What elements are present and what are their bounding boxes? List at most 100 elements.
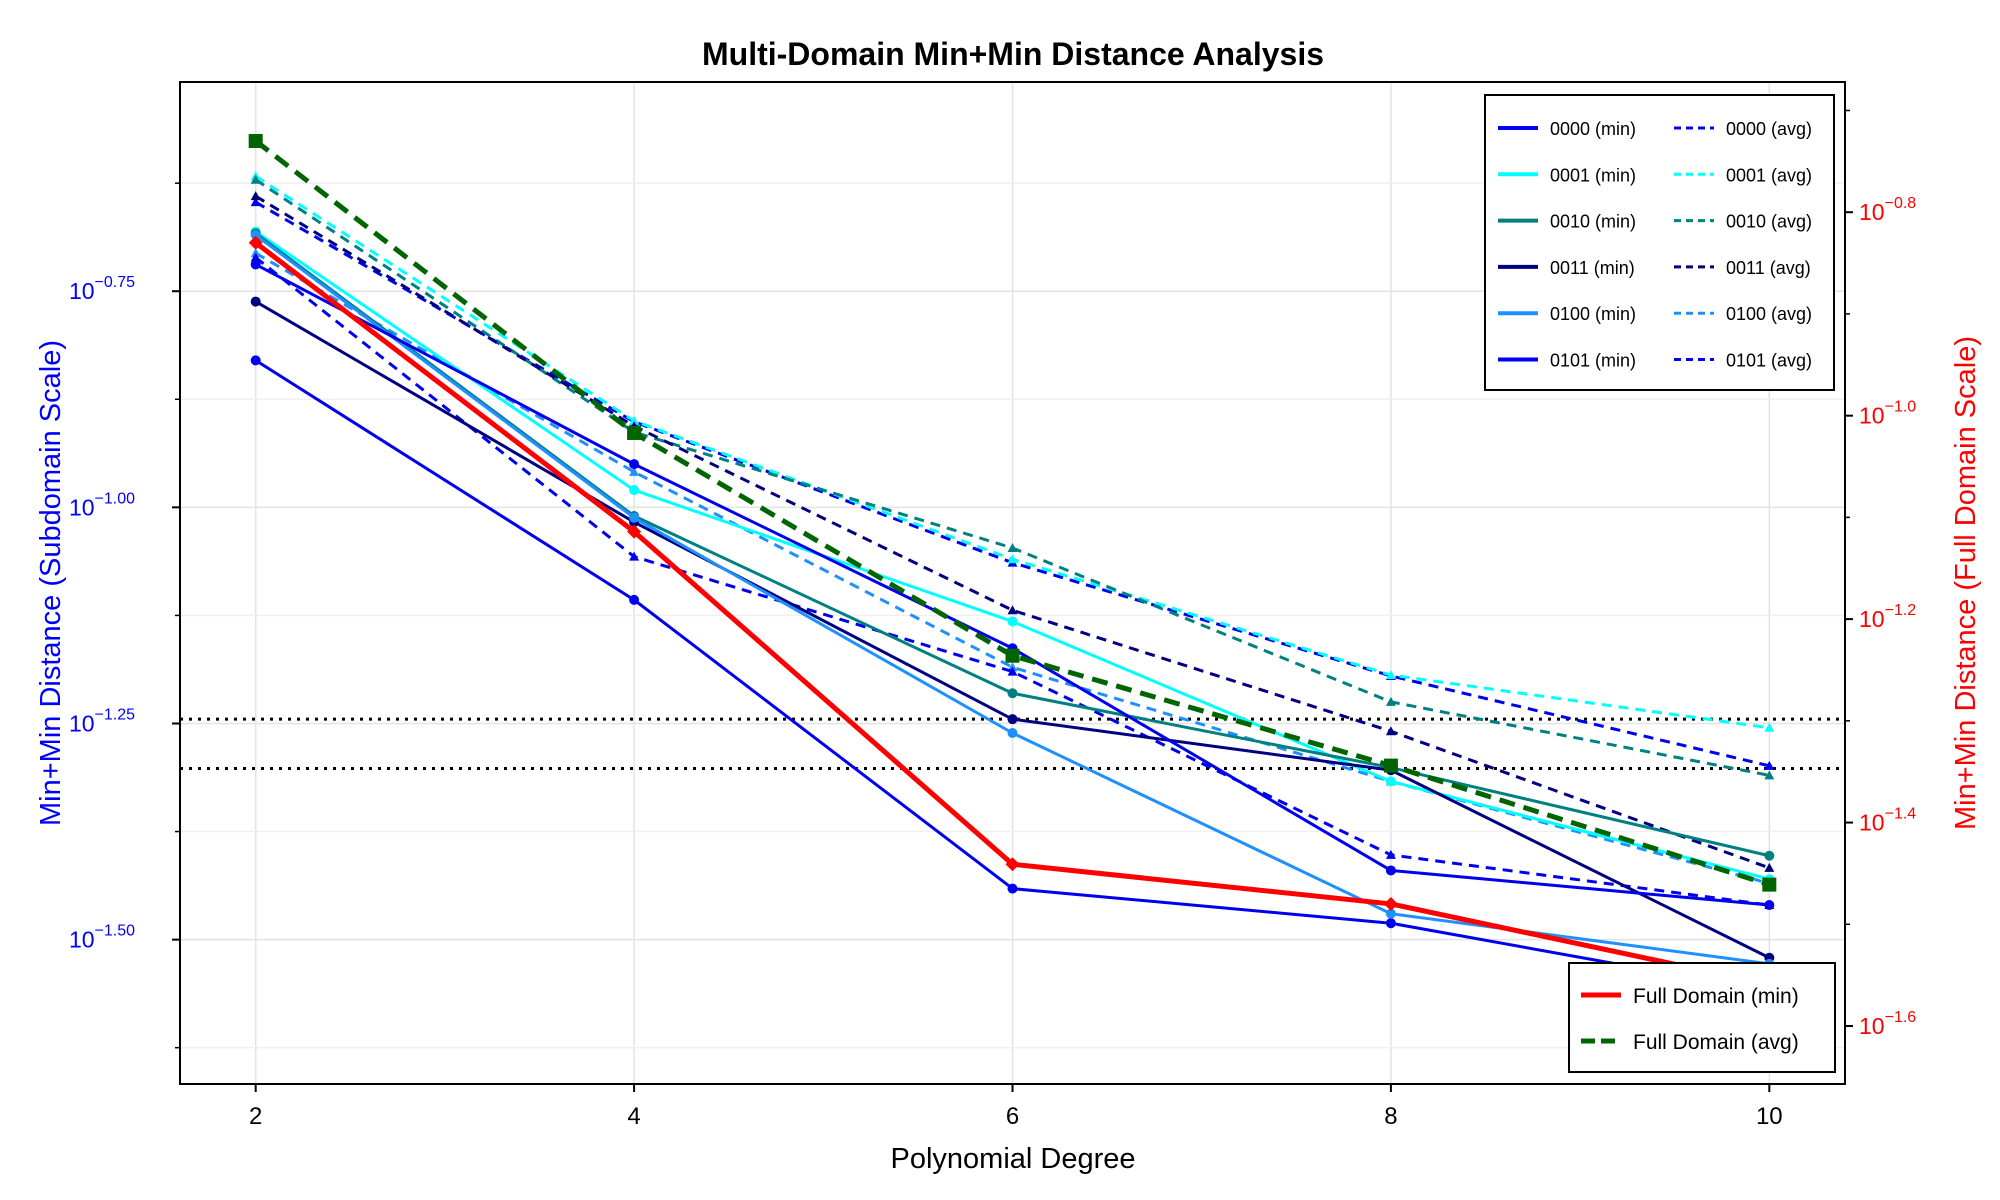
legend-label: 0011 (min) — [1550, 258, 1635, 278]
data-point — [1007, 554, 1018, 564]
legend-item: 0010 (avg) — [1674, 212, 1812, 232]
series-0010-avg — [250, 174, 1775, 780]
left-tick-label: 10−1.25 — [69, 706, 135, 736]
data-point — [1764, 760, 1775, 770]
data-point — [1007, 727, 1018, 738]
data-point — [1385, 670, 1396, 680]
legend-item: Full Domain (avg) — [1581, 1031, 1799, 1054]
data-point — [629, 594, 640, 605]
legend-item: Full Domain (min) — [1581, 985, 1799, 1008]
data-point — [1007, 883, 1018, 894]
legend-box — [1568, 962, 1836, 1073]
x-tick-label: 2 — [249, 1103, 262, 1130]
left-axis-label: Min+Min Distance (Subdomain Scale) — [35, 340, 67, 826]
data-point — [627, 425, 642, 440]
data-point — [1385, 776, 1396, 787]
legend-item: 0001 (min) — [1498, 165, 1636, 185]
legend-label: 0001 (avg) — [1726, 165, 1812, 185]
legend-subdomains: 0000 (min) 0000 (avg) 0001 (min) 0001 (avg)… — [1484, 94, 1835, 391]
data-point — [1762, 877, 1777, 892]
legend-label: 0001 (min) — [1550, 165, 1636, 185]
data-point — [629, 551, 640, 561]
x-tick-label: 10 — [1756, 1103, 1783, 1130]
right-tick-label: 10−1.6 — [1859, 1009, 1916, 1039]
data-point — [1385, 726, 1396, 736]
left-axis-ticks: 10−0.75 10−1.00 10−1.25 10−1.50 — [69, 182, 180, 1049]
data-point — [629, 466, 640, 476]
series-layer — [248, 134, 1777, 997]
data-point — [1764, 900, 1775, 911]
data-point — [627, 524, 642, 539]
data-point — [1005, 857, 1020, 872]
series-0001-min — [250, 226, 1775, 885]
data-point — [250, 296, 261, 307]
data-point — [1007, 714, 1018, 725]
legend-label: 0010 (min) — [1550, 212, 1636, 232]
series-0101-min — [250, 259, 1775, 911]
left-tick-label: 10−1.50 — [69, 923, 135, 953]
legend-label: 0100 (avg) — [1726, 304, 1812, 324]
legend-item: 0100 (avg) — [1674, 304, 1812, 324]
data-point — [1385, 696, 1396, 706]
legend-label: 0100 (min) — [1550, 304, 1636, 324]
data-point — [250, 259, 261, 270]
legend-label: 0101 (min) — [1550, 351, 1636, 371]
x-axis-ticks: 2 4 6 8 10 — [249, 1084, 1783, 1130]
data-point — [1383, 758, 1398, 773]
data-point — [1385, 918, 1396, 929]
legend-item: 0011 (min) — [1498, 258, 1635, 278]
left-tick-label: 10−1.00 — [69, 490, 135, 520]
legend-label: 0000 (avg) — [1726, 119, 1812, 139]
data-point — [250, 355, 261, 366]
legend-item: 0000 (min) — [1498, 119, 1636, 139]
series-full-domain-avg — [248, 134, 1777, 892]
data-point — [629, 485, 640, 496]
legend-full-domain: Full Domain (min) Full Domain (avg) — [1568, 962, 1836, 1073]
left-tick-label: 10−0.75 — [69, 274, 135, 304]
legend-item: 0001 (avg) — [1674, 165, 1812, 185]
right-tick-label: 10−1.0 — [1859, 399, 1916, 429]
right-tick-label: 10−1.2 — [1859, 602, 1916, 632]
data-point — [1385, 865, 1396, 876]
legend-item: 0100 (min) — [1498, 304, 1636, 324]
legend-label: 0011 (avg) — [1726, 258, 1811, 278]
legend-item: 0000 (avg) — [1674, 119, 1812, 139]
legend-item: 0101 (min) — [1498, 351, 1636, 371]
right-axis-label: Min+Min Distance (Full Domain Scale) — [1950, 336, 1982, 830]
data-point — [250, 230, 261, 241]
legend-item: 0011 (avg) — [1674, 258, 1811, 278]
data-point — [1007, 605, 1018, 615]
right-tick-label: 10−0.8 — [1859, 195, 1916, 225]
data-point — [1385, 849, 1396, 859]
legend-item: 0010 (min) — [1498, 212, 1636, 232]
data-point — [1007, 666, 1018, 676]
x-tick-label: 8 — [1384, 1103, 1397, 1130]
data-point — [1764, 850, 1775, 861]
chart-title: Multi-Domain Min+Min Distance Analysis — [702, 36, 1324, 72]
legend-label: 0000 (min) — [1550, 119, 1636, 139]
data-point — [1764, 862, 1775, 872]
data-point — [1383, 896, 1398, 911]
legend-box — [1484, 94, 1835, 391]
x-tick-label: 4 — [627, 1103, 640, 1130]
legend-item: 0101 (avg) — [1674, 351, 1812, 371]
data-point — [1764, 722, 1775, 732]
data-point — [629, 459, 640, 470]
legend-label: 0101 (avg) — [1726, 351, 1812, 371]
data-point — [248, 235, 263, 250]
right-tick-label: 10−1.4 — [1859, 806, 1916, 836]
data-point — [1005, 648, 1020, 663]
legend-label: Full Domain (avg) — [1633, 1031, 1799, 1054]
right-axis-ticks: 10−0.8 10−1.0 10−1.2 10−1.4 10−1.6 — [1845, 109, 1916, 1039]
data-point — [250, 252, 261, 262]
data-point — [248, 134, 263, 149]
series-line — [254, 194, 1770, 870]
data-point — [629, 415, 640, 425]
data-point — [250, 197, 261, 207]
data-point — [250, 191, 261, 201]
x-tick-label: 6 — [1006, 1103, 1019, 1130]
x-axis-label: Polynomial Degree — [890, 1143, 1135, 1175]
data-point — [1007, 542, 1018, 552]
data-point — [1385, 908, 1396, 919]
data-point — [1007, 688, 1018, 699]
